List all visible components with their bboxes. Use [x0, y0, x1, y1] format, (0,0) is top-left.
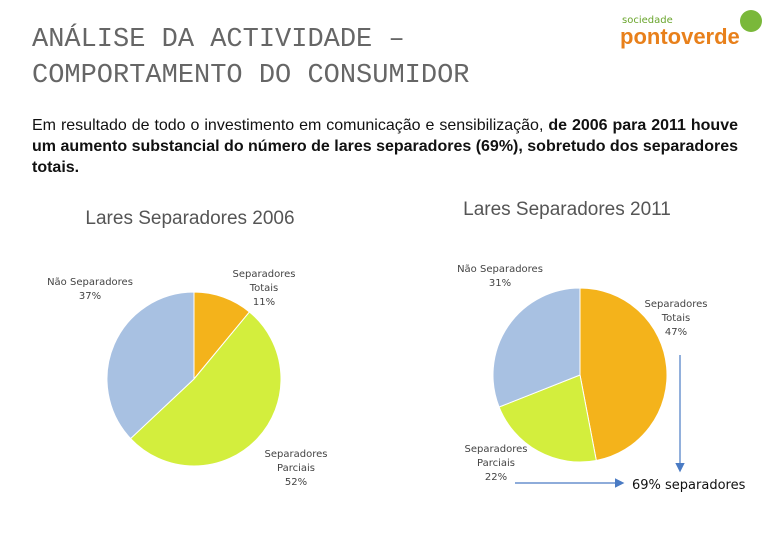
title-line: COMPORTAMENTO DO CONSUMIDOR	[32, 61, 470, 91]
category-label: Separadores Parciais	[464, 444, 528, 469]
slice-label: Separadores Parciais 52%	[253, 448, 339, 490]
pie-slice	[579, 287, 668, 462]
category-label: Não Separadores	[47, 277, 133, 288]
slice-label: Separadores Totais 11%	[221, 268, 307, 310]
value-label: 37%	[78, 291, 102, 302]
chart-title: Lares Separadores 2006	[85, 208, 295, 229]
pie-slice	[106, 291, 195, 440]
category-label: Separadores Parciais	[264, 449, 328, 474]
slide-title: ANÁLISE DA ACTIVIDADE – COMPORTAMENTO DO …	[32, 22, 469, 94]
logo-small: sociedade	[622, 15, 673, 26]
value-label: 47%	[664, 327, 688, 338]
annotation: 69% separadores	[632, 478, 746, 493]
logo: pontoverde	[620, 24, 740, 49]
intro-text: Em resultado de todo o investimento em c…	[32, 117, 549, 134]
category-label: Separadores Totais	[232, 269, 296, 294]
slice-label: Separadores Totais 47%	[633, 298, 719, 340]
slice-label: Separadores Parciais 22%	[453, 443, 539, 485]
category-label: Não Separadores	[457, 264, 543, 275]
pie-slice	[498, 374, 597, 463]
intro: Em resultado de todo o investimento em c…	[32, 115, 738, 178]
title-line: ANÁLISE DA ACTIVIDADE –	[32, 25, 405, 55]
pie-slice	[492, 287, 581, 408]
value-label: 22%	[484, 472, 508, 483]
value-label: 52%	[284, 477, 308, 488]
logo-icon	[740, 10, 762, 32]
slice-label: Não Separadores 31%	[457, 263, 543, 291]
slice-label: Não Separadores 37%	[47, 276, 133, 304]
pie-slice	[129, 311, 282, 467]
intro-bold: de 2006 para 2011 houve um aumento subst…	[32, 117, 738, 176]
category-label: Separadores Totais	[644, 299, 708, 324]
value-label: 31%	[488, 278, 512, 289]
chart-title: Lares Separadores 2011	[463, 199, 671, 220]
value-label: 11%	[252, 297, 276, 308]
